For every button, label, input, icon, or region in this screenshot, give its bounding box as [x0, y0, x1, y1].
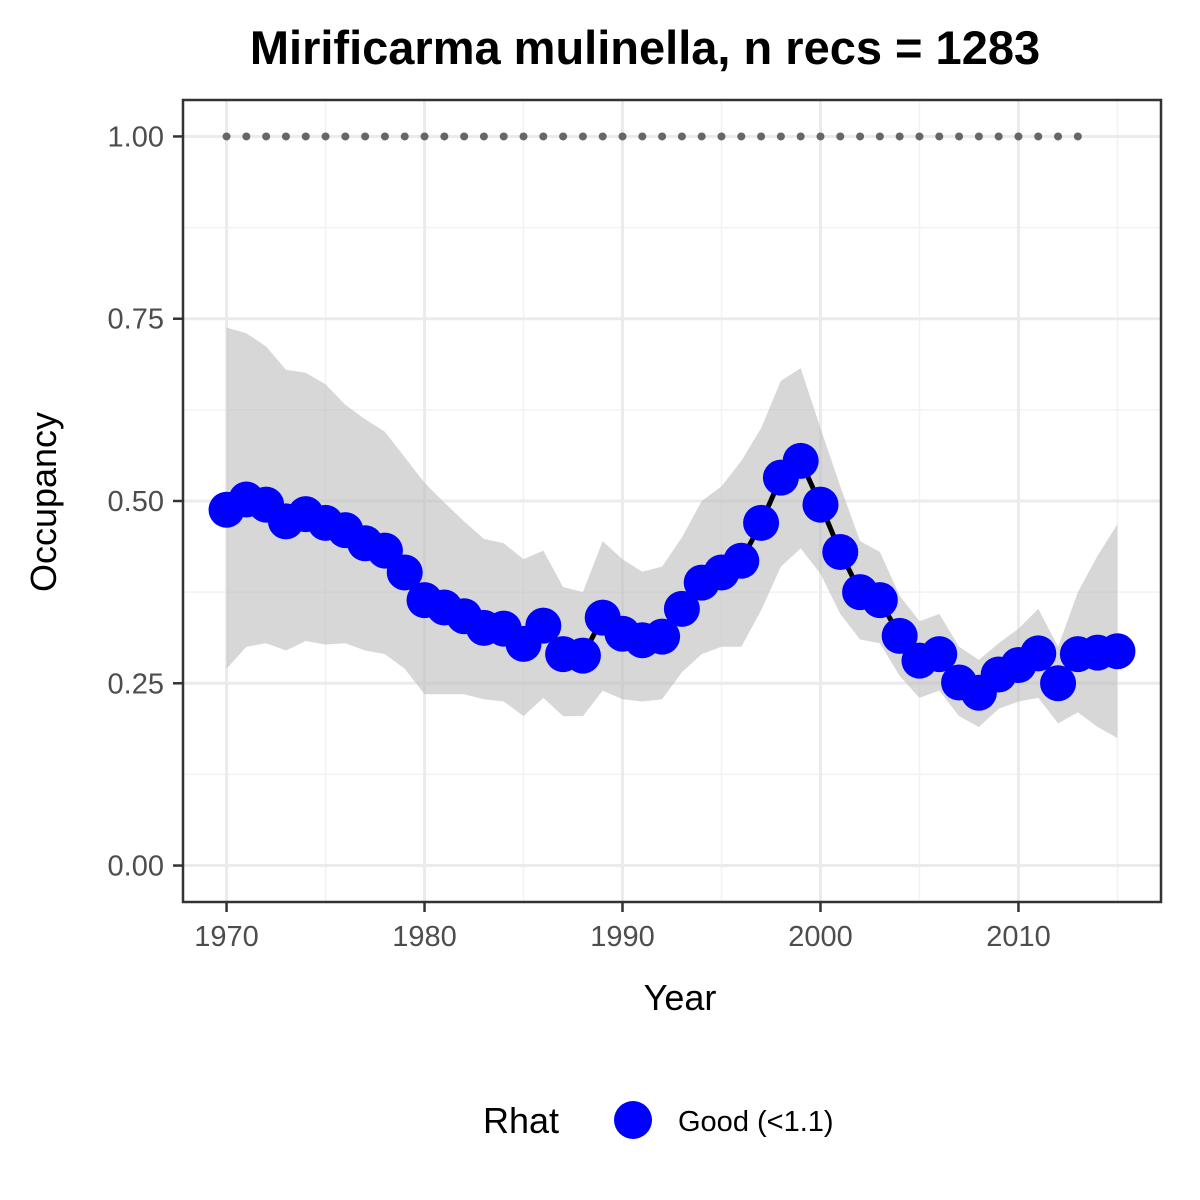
reference-line-dot [994, 132, 1003, 141]
legend: Rhat Good (<1.1) [483, 1100, 834, 1141]
occupancy-point [663, 590, 700, 627]
occupancy-point [822, 534, 859, 571]
occupancy-point [564, 637, 601, 674]
occupancy-point [743, 504, 780, 541]
occupancy-point [861, 582, 898, 619]
reference-line-dot [361, 132, 370, 141]
reference-line-dot [578, 132, 587, 141]
occupancy-point [1099, 633, 1136, 670]
x-tick-label: 2000 [788, 921, 853, 953]
reference-line-dot [281, 132, 290, 141]
legend-key-point [614, 1101, 652, 1139]
occupancy-point [386, 554, 423, 591]
occupancy-point [782, 442, 819, 479]
occupancy-point [802, 486, 839, 523]
legend-title: Rhat [483, 1100, 559, 1141]
reference-line-dot [757, 132, 766, 141]
occupancy-point [921, 636, 958, 673]
x-tick-label: 1970 [194, 921, 259, 953]
reference-line-dot [618, 132, 627, 141]
x-axis-title: Year [644, 977, 717, 1018]
occupancy-point [1040, 665, 1077, 702]
occupancy-point [881, 617, 918, 654]
reference-line-dot [658, 132, 667, 141]
reference-line-dot [1014, 132, 1023, 141]
reference-line-dot [559, 132, 568, 141]
reference-line-dot [321, 132, 330, 141]
y-tick-label: 0.50 [108, 486, 164, 518]
legend-label: Good (<1.1) [678, 1106, 834, 1138]
reference-line-dot [460, 132, 469, 141]
reference-line-dot [816, 132, 825, 141]
reference-line-dot [836, 132, 845, 141]
reference-line-dot [440, 132, 449, 141]
reference-line-dot [499, 132, 508, 141]
reference-line-dot [1073, 132, 1082, 141]
reference-line-dot [479, 132, 488, 141]
occupancy-point [723, 542, 760, 579]
y-tick-label: 0.75 [108, 304, 164, 336]
y-tick-label: 1.00 [108, 121, 164, 153]
reference-line-dot [935, 132, 944, 141]
occupancy-point [1020, 635, 1057, 672]
reference-line-dot [974, 132, 983, 141]
reference-line-dot [717, 132, 726, 141]
reference-line-dot [341, 132, 350, 141]
reference-line-dot [222, 132, 231, 141]
y-tick-label: 0.00 [108, 851, 164, 883]
reference-line-dot [1034, 132, 1043, 141]
reference-line-dot [915, 132, 924, 141]
reference-line-dot [519, 132, 528, 141]
reference-line-dot [242, 132, 251, 141]
x-tick-label: 1980 [392, 921, 457, 953]
reference-line-dot [955, 132, 964, 141]
reference-line-dot [539, 132, 548, 141]
reference-line-dot [895, 132, 904, 141]
reference-line-dot [796, 132, 805, 141]
reference-line-dot [420, 132, 429, 141]
plot-area: 1970 1980 1990 2000 2010 0.00 0.25 0.50 0.75 1.00 [108, 98, 1163, 953]
reference-line-dot [776, 132, 785, 141]
x-tick-label: 1990 [590, 921, 655, 953]
reference-line-dot [598, 132, 607, 141]
reference-line-dot [380, 132, 389, 141]
reference-line-dot [737, 132, 746, 141]
y-tick-label: 0.25 [108, 668, 164, 700]
occupancy-point [644, 618, 681, 655]
reference-line-dot [677, 132, 686, 141]
reference-line-dot [875, 132, 884, 141]
reference-line-dot [638, 132, 647, 141]
reference-line-dot [301, 132, 310, 141]
x-tick-label: 2010 [986, 921, 1051, 953]
reference-line-dot [1054, 132, 1063, 141]
y-axis-title: Occupancy [23, 412, 64, 592]
reference-line-dot [856, 132, 865, 141]
reference-line-dot [262, 132, 271, 141]
occupancy-point [525, 607, 562, 644]
reference-line-dot [400, 132, 409, 141]
chart-title: Mirificarma mulinella, n recs = 1283 [250, 21, 1040, 74]
reference-line-dot [697, 132, 706, 141]
